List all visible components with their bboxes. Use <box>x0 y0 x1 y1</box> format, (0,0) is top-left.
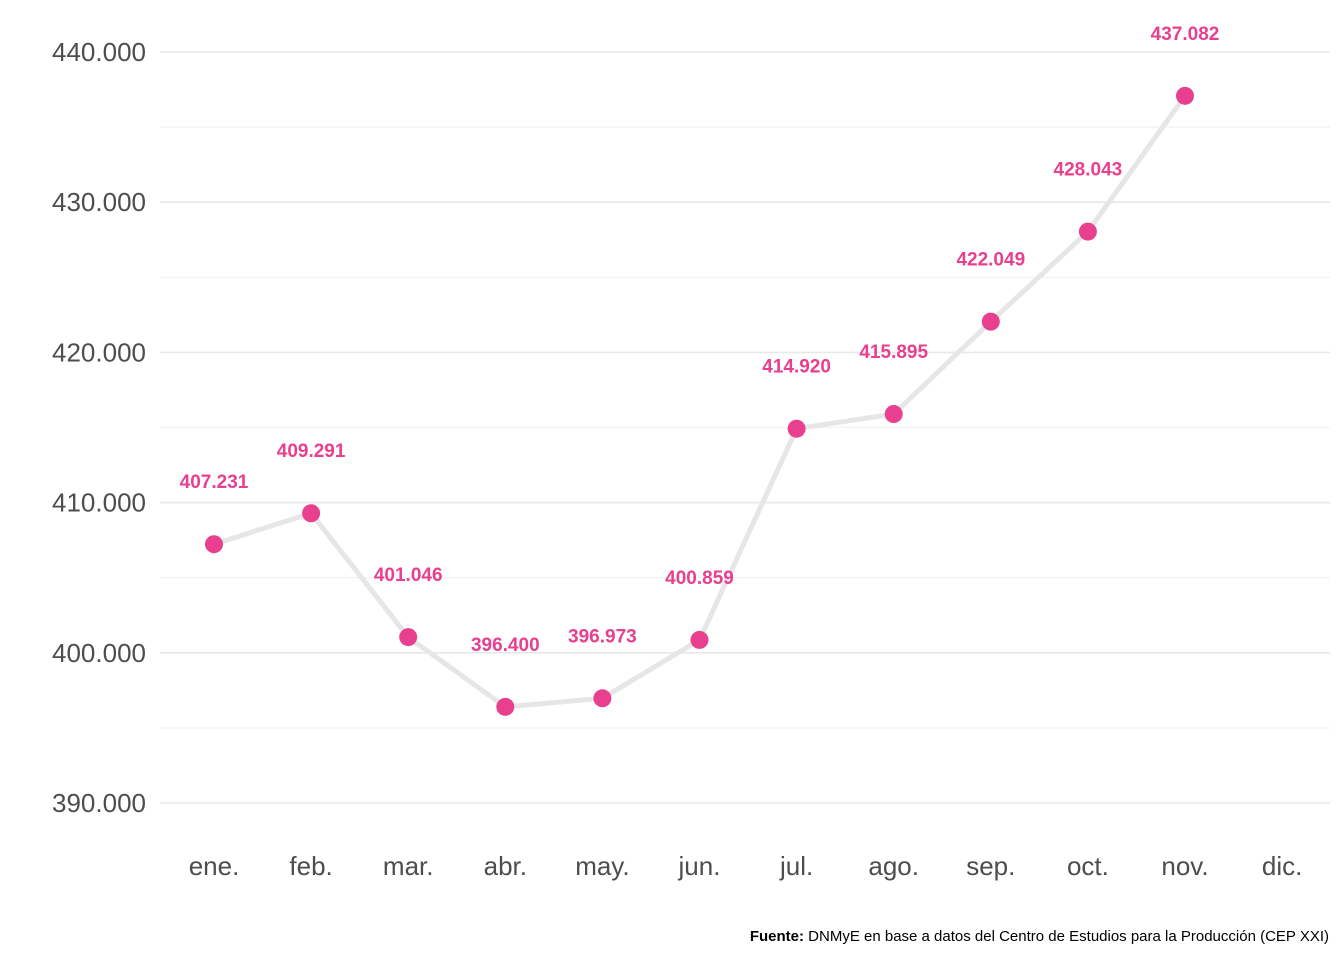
series-line <box>211 93 1188 710</box>
data-label: 396.400 <box>471 635 540 656</box>
y-tick-label: 420.000 <box>52 337 146 367</box>
source-caption-text: DNMyE en base a datos del Centro de Estu… <box>804 928 1329 945</box>
y-tick-label: 440.000 <box>52 37 146 67</box>
x-tick-label: dic. <box>1262 851 1302 881</box>
data-point <box>787 419 806 438</box>
data-point <box>496 697 515 716</box>
y-tick-label: 410.000 <box>52 488 146 518</box>
y-axis-tick-labels: 390.000 400.000 410.000 420.000 430.000 440.0… <box>52 37 146 818</box>
data-label: 437.082 <box>1151 24 1220 45</box>
x-tick-label: mar. <box>383 851 434 881</box>
x-tick-label: jul. <box>779 851 813 881</box>
y-tick-label: 400.000 <box>52 638 146 668</box>
x-tick-label: oct. <box>1067 851 1109 881</box>
y-tick-label: 390.000 <box>52 788 146 818</box>
x-tick-label: abr. <box>484 851 527 881</box>
x-tick-label: nov. <box>1161 851 1208 881</box>
data-point <box>399 628 418 647</box>
x-axis-tick-labels: ene. feb. mar. abr. may. jun. jul. ago. sep. oct.… <box>189 851 1303 881</box>
data-label: 407.231 <box>180 472 249 493</box>
data-label: 414.920 <box>762 357 831 378</box>
data-label: 415.895 <box>859 342 928 363</box>
data-label: 428.043 <box>1054 160 1123 181</box>
data-point <box>690 630 709 649</box>
source-caption: Fuente: DNMyE en base a datos del Centro… <box>750 928 1329 945</box>
data-label: 422.049 <box>956 250 1025 271</box>
gridlines <box>160 51 1330 804</box>
data-label: 400.859 <box>665 568 734 589</box>
data-point <box>1176 86 1194 105</box>
x-tick-label: ago. <box>868 851 919 881</box>
data-labels: 407.231 409.291 401.046 396.400 396.973 400.8… <box>180 24 1220 656</box>
source-caption-bold: Fuente: <box>749 928 804 945</box>
data-point <box>593 689 612 708</box>
data-point <box>205 535 223 554</box>
x-tick-label: feb. <box>289 851 332 881</box>
data-point <box>884 405 903 424</box>
data-point <box>1078 222 1097 241</box>
data-points <box>205 86 1194 716</box>
x-tick-label: may. <box>575 851 629 881</box>
data-label: 401.046 <box>374 565 443 586</box>
x-tick-label: jun. <box>678 851 721 881</box>
data-label: 396.973 <box>568 626 637 647</box>
data-label: 409.291 <box>277 441 346 462</box>
data-point <box>302 504 321 523</box>
data-point <box>981 312 1000 331</box>
x-tick-label: sep. <box>966 851 1015 881</box>
series-line-layer <box>211 93 1188 710</box>
y-tick-label: 430.000 <box>52 187 146 217</box>
x-tick-label: ene. <box>189 851 240 881</box>
